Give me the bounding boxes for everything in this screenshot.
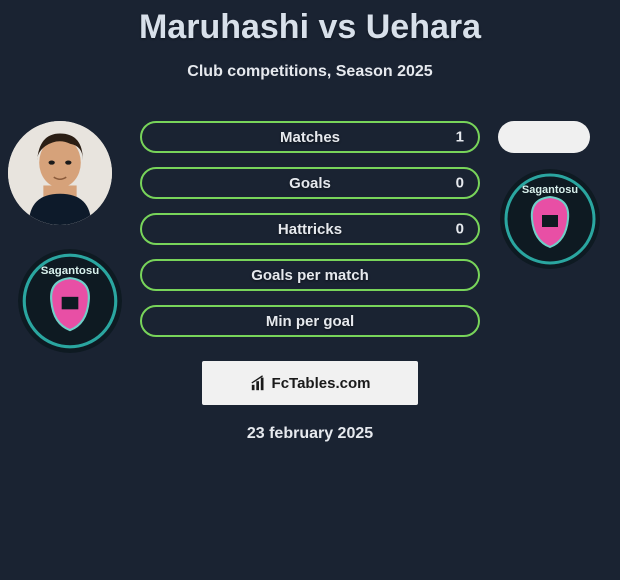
stat-row-goals: Goals 0 xyxy=(140,167,480,199)
stat-label: Matches xyxy=(280,129,340,146)
svg-text:Sagantosu: Sagantosu xyxy=(522,184,578,196)
date-line: 23 february 2025 xyxy=(0,425,620,443)
comparison-content: Sagantosu Sagantosu Matches 1 Goals 0 Ha… xyxy=(0,121,620,443)
club-badge-right: Sagantosu xyxy=(500,169,600,269)
brand-text: FcTables.com xyxy=(272,375,371,392)
brand-box: FcTables.com xyxy=(202,361,418,405)
stat-label: Goals xyxy=(289,175,331,192)
stat-value-right: 0 xyxy=(456,175,464,192)
page-title: Maruhashi vs Uehara xyxy=(0,0,620,47)
stat-label: Hattricks xyxy=(278,221,342,238)
stat-row-goals-per-match: Goals per match xyxy=(140,259,480,291)
stat-label: Goals per match xyxy=(251,267,369,284)
stat-value-right: 1 xyxy=(456,129,464,146)
chart-icon xyxy=(250,374,268,392)
subtitle: Club competitions, Season 2025 xyxy=(0,63,620,81)
player-right-avatar xyxy=(498,121,590,153)
stat-row-hattricks: Hattricks 0 xyxy=(140,213,480,245)
player-left-avatar xyxy=(8,121,112,225)
stat-row-matches: Matches 1 xyxy=(140,121,480,153)
svg-text:Sagantosu: Sagantosu xyxy=(41,265,99,277)
stat-value-right: 0 xyxy=(456,221,464,238)
stat-row-min-per-goal: Min per goal xyxy=(140,305,480,337)
stat-label: Min per goal xyxy=(266,313,354,330)
club-badge-left: Sagantosu xyxy=(18,249,122,353)
stats-list: Matches 1 Goals 0 Hattricks 0 Goals per … xyxy=(140,121,480,337)
